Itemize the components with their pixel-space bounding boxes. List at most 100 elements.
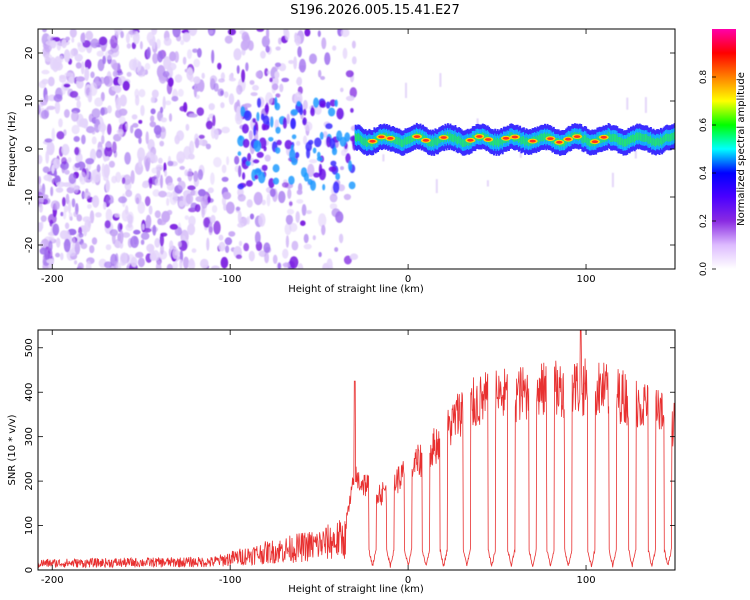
spectrogram-noise-blob	[74, 241, 81, 255]
spectrogram-noise-blob	[187, 185, 196, 191]
spectrogram-noise-blob	[138, 89, 146, 98]
spectrogram-ridge-core	[395, 136, 398, 145]
spectrogram-noise-blob	[253, 191, 263, 206]
spectrogram-noise-blob	[101, 46, 106, 52]
spectrogram-noise-blob	[47, 174, 52, 183]
spectrogram-noise-blob	[44, 138, 53, 143]
spectrogram-noise-blob	[46, 258, 54, 264]
spectrogram-noise-blob	[221, 176, 229, 182]
spectrogram-noise-blob	[286, 208, 295, 215]
spectrogram-noise-blob	[55, 252, 61, 258]
spectrogram-noise-blob	[85, 188, 89, 193]
spectrogram-noise-blob	[285, 214, 293, 225]
spectrogram-ridge-core	[439, 135, 442, 144]
spectrogram-noise-blob	[96, 164, 101, 173]
snr-x-tick-label: 100	[576, 575, 595, 586]
spectrogram-noise-blob	[289, 256, 299, 269]
spectrogram-noise-blob	[63, 205, 69, 213]
spectrogram-noise-blob	[67, 157, 72, 163]
spectrogram-noise-blob	[168, 77, 174, 87]
spectrogram-noise-blob	[297, 46, 302, 58]
spectrogram-noise-blob	[75, 62, 82, 69]
spectrogram-ridge-core	[625, 138, 627, 147]
spectrogram-ridge-core	[458, 135, 461, 144]
spectrogram-y-ticks: -20 -10 0 10 20	[24, 47, 675, 253]
spectrogram-transition-blob	[296, 100, 302, 107]
colorbar-ramp	[712, 29, 736, 269]
spectrogram-noise-blob	[121, 177, 126, 185]
spectrogram-ridge-core	[519, 134, 522, 143]
spectrogram-noise-blob	[124, 152, 131, 165]
spectrogram-y-label: Frequency (Hz)	[7, 111, 18, 187]
spectrogram-transition-blob	[310, 107, 315, 117]
spectrogram-ridge-core	[652, 137, 655, 146]
snr-x-label: Height of straight line (km)	[288, 584, 424, 595]
spectrogram-transition-blob	[313, 97, 319, 109]
spectrogram-noise-blob	[309, 53, 317, 65]
spectrogram-noise-blob	[233, 48, 242, 61]
spectrogram-noise-blob	[198, 79, 205, 92]
spectrogram-noise-blob	[135, 197, 140, 205]
spectrogram-noise-blob	[295, 211, 300, 223]
spectrogram-noise-blob	[177, 180, 186, 191]
spectrogram-noise-blob	[148, 176, 153, 189]
spectrogram-transition-blob	[350, 108, 354, 113]
spectrogram-ridge-core	[400, 139, 403, 148]
spectrogram-noise-blob	[83, 191, 91, 200]
spectrogram-transition-blob	[336, 107, 344, 120]
spectrogram-y-tick-label: 0	[24, 146, 35, 152]
spectrogram-noise-blob	[172, 261, 179, 269]
spectrogram-ridge-core	[617, 136, 620, 145]
spectrogram-noise-blob	[203, 217, 211, 228]
spectrogram-noise-blob	[340, 87, 344, 93]
spectrogram-noise-blob	[40, 109, 49, 120]
spectrogram-ridge-core	[404, 136, 407, 145]
spectrogram-noise-blob	[120, 30, 124, 39]
spectrogram-noise-blob	[192, 48, 198, 53]
spectrogram-noise-blob	[151, 154, 158, 163]
spectrogram-ridge-core	[615, 134, 617, 142]
spectrogram-noise-blob	[228, 231, 236, 237]
spectrogram-noise-blob	[55, 187, 64, 193]
spectrogram-noise-blob	[326, 265, 334, 269]
spectrogram-streak	[405, 82, 407, 98]
spectrogram-noise-blob	[101, 163, 106, 178]
spectrogram-noise-blob	[335, 211, 344, 223]
spectrogram-noise-blob	[138, 137, 142, 144]
spectrogram-ridge-core	[412, 134, 414, 142]
spectrogram-noise-blob	[152, 224, 157, 236]
spectrogram-noise-blob	[329, 203, 338, 210]
spectrogram-noise-blob	[200, 258, 209, 269]
spectrogram-noise-blob	[237, 210, 242, 224]
snr-x-ticks: -200 -100 0 100	[41, 330, 596, 586]
spectrogram-ridge-core	[358, 133, 361, 142]
spectrogram-ridge-core	[564, 138, 566, 147]
spectrogram-transition-blob	[262, 124, 269, 131]
spectrogram-noise-blob	[114, 213, 121, 218]
spectrogram-noise-blob	[264, 154, 271, 162]
spectrogram-noise-blob	[151, 29, 157, 32]
spectrogram-transition-blob	[299, 107, 303, 116]
spectrogram-noise-blob	[105, 142, 112, 148]
spectrogram-transition-blob	[245, 180, 253, 187]
spectrogram-noise-blob	[56, 131, 65, 140]
spectrogram-ridge-core	[611, 134, 614, 142]
spectrogram-noise-blob	[269, 77, 273, 83]
spectrogram-ridge-core	[616, 134, 619, 143]
spectrogram-noise-blob	[130, 256, 138, 268]
spectrogram-transition-blob	[268, 137, 274, 142]
spectrogram-streak	[626, 97, 629, 110]
snr-y-tick-label: 300	[24, 427, 35, 446]
snr-y-tick-label: 0	[24, 567, 35, 573]
spectrogram-noise-blob	[221, 164, 227, 174]
spectrogram-transition-blob	[289, 148, 296, 161]
spectrogram-noise-blob	[112, 141, 117, 154]
spectrogram-ridge-core	[633, 135, 636, 143]
spectrogram-ridge-core	[585, 135, 588, 143]
spectrogram-noise-blob	[303, 135, 307, 145]
spectrogram-hotspot-core	[422, 139, 430, 142]
spectrogram-noise-blob	[225, 201, 235, 214]
spectrogram-noise-blob	[152, 189, 160, 197]
spectrogram-noise-blob	[63, 238, 71, 253]
spectrogram-ridge-core	[646, 134, 649, 142]
